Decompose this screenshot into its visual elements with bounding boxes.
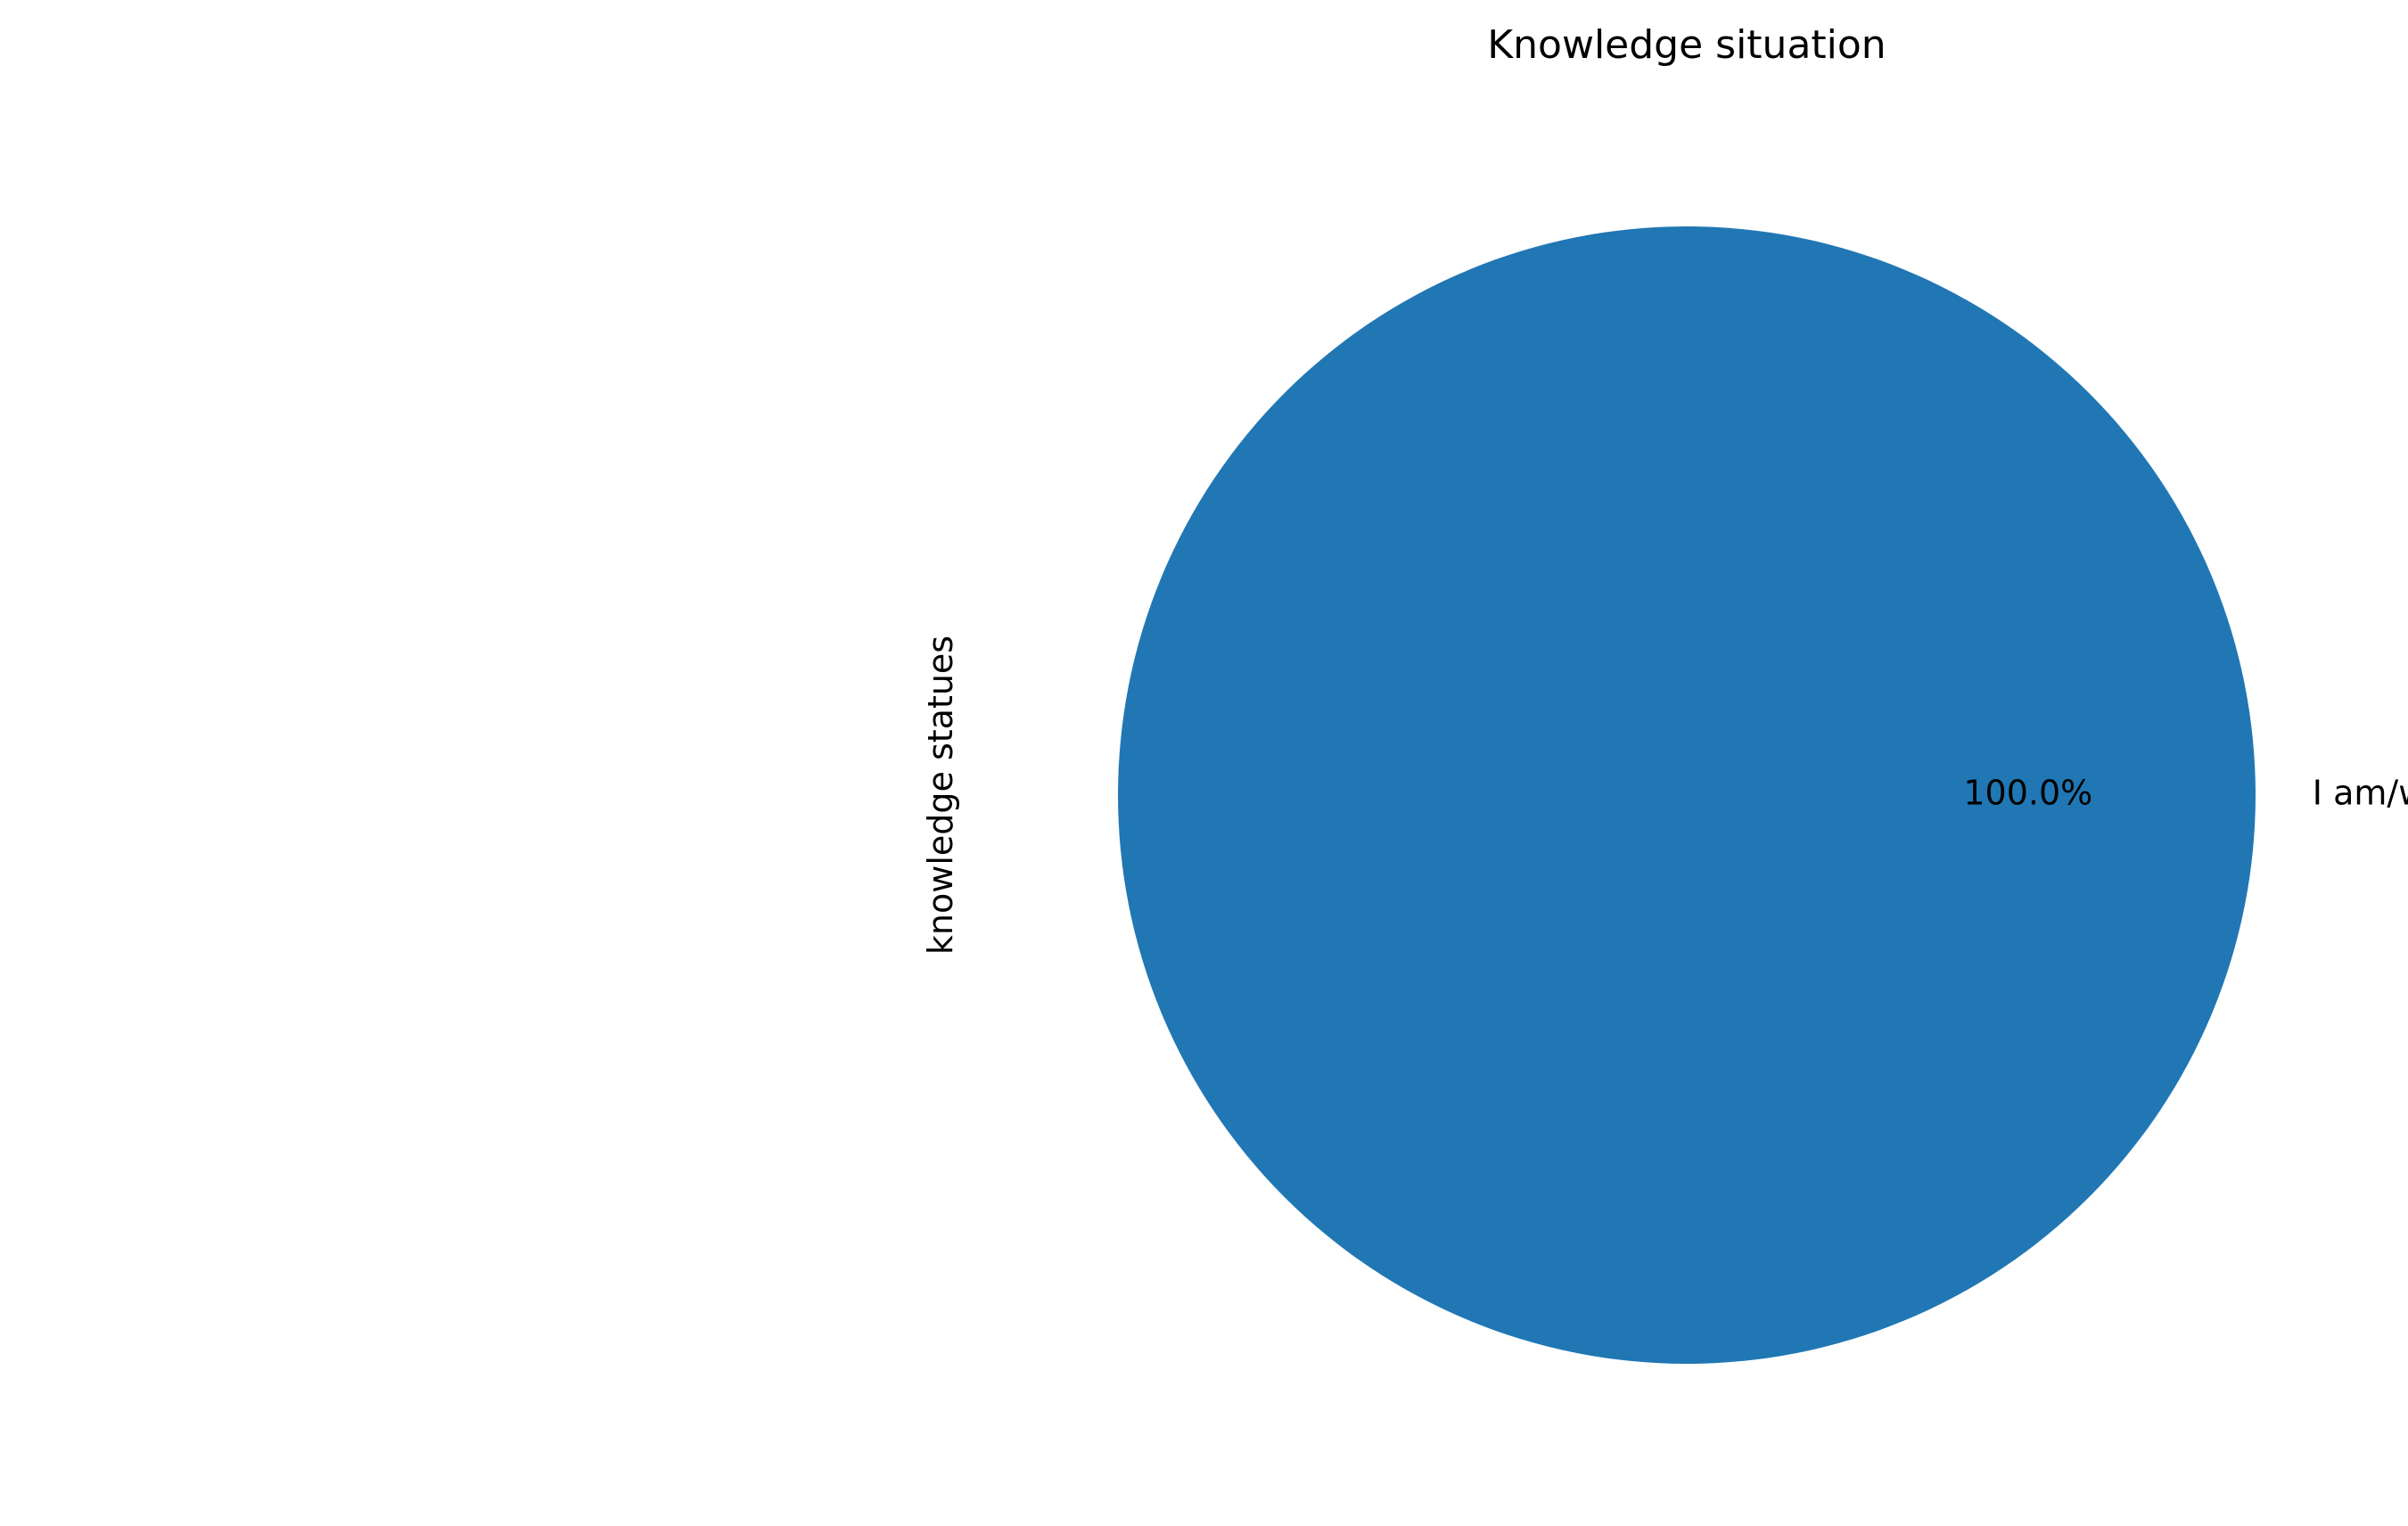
y-axis-label: knowledge statues <box>921 636 960 955</box>
pie-slice-0 <box>1118 226 2256 1364</box>
slice-label-0: I am/was exposed to those in an undergra… <box>2313 774 2408 813</box>
pie-labels: I am/was exposed to those in an undergra… <box>1963 774 2408 813</box>
slice-percent-label-0: 100.0% <box>1963 774 2092 813</box>
pie-slices <box>1118 226 2256 1364</box>
chart-title: Knowledge situation <box>1487 22 1886 68</box>
